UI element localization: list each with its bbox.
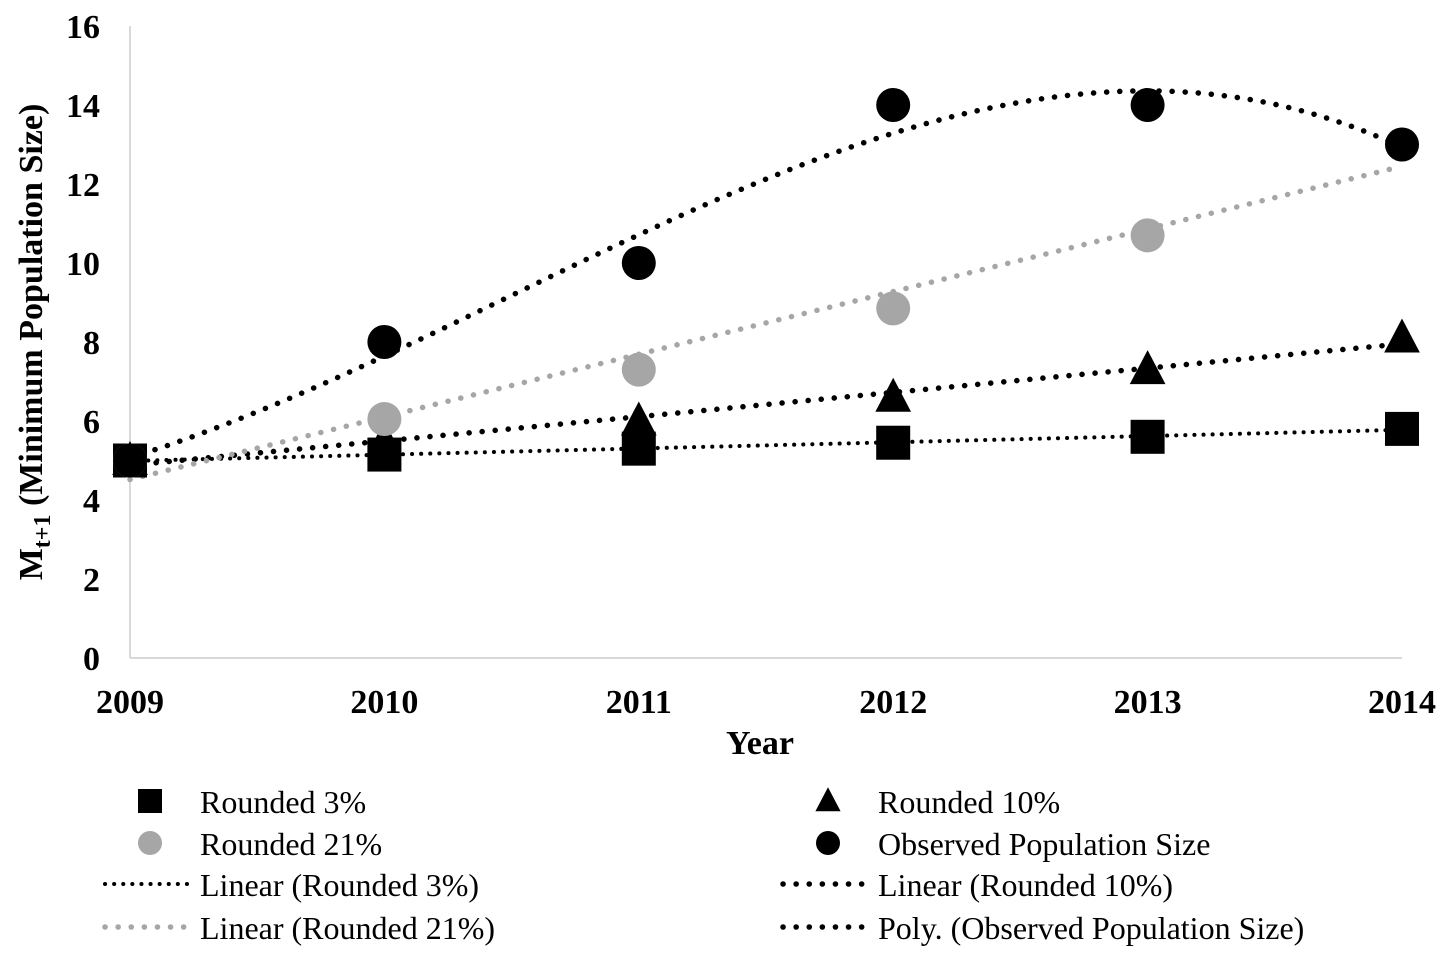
y-tick-label: 8 — [83, 325, 100, 362]
data-point — [1385, 411, 1419, 446]
trendline — [127, 88, 1405, 461]
data-point — [621, 431, 656, 466]
data-point — [366, 421, 403, 456]
axes — [129, 26, 1402, 659]
data-point — [113, 443, 147, 478]
data-point — [876, 291, 911, 326]
y-tick-label: 12 — [66, 167, 100, 204]
data-point — [1130, 419, 1165, 454]
data-point — [1129, 350, 1166, 385]
y-axis-title-rest: (Minimum Population Size) — [13, 104, 50, 515]
y-tick-label: 10 — [66, 246, 100, 283]
y-tick-labels: 0 2 4 6 8 10 12 14 16 — [66, 9, 100, 678]
y-axis-title: Mt+1 (Minimum Population Size) — [13, 104, 56, 581]
y-tick-label: 14 — [66, 88, 100, 125]
y-tick-label: 16 — [66, 9, 100, 46]
legend-label: Linear (Rounded 21%) — [200, 910, 495, 946]
data-markers — [112, 88, 1420, 478]
data-point — [1385, 127, 1419, 162]
x-tick-label: 2014 — [1368, 684, 1436, 721]
legend-label: Linear (Rounded 3%) — [200, 867, 479, 903]
y-tick-label: 4 — [83, 483, 100, 520]
data-point — [876, 88, 911, 122]
x-tick-label: 2011 — [606, 684, 672, 721]
data-point — [1130, 218, 1165, 253]
legend-label: Observed Population Size — [878, 826, 1210, 862]
x-axis-title: Year — [726, 725, 794, 762]
trendline — [128, 427, 1404, 463]
data-point — [875, 377, 912, 412]
data-point — [1384, 318, 1420, 353]
data-point — [1130, 88, 1165, 122]
x-tick-label: 2010 — [350, 684, 418, 721]
x-tick-label: 2013 — [1114, 684, 1182, 721]
x-tick-labels: 2009 2010 2011 2012 2013 2014 — [96, 684, 1436, 721]
data-point — [621, 246, 656, 280]
legend-label: Poly. (Observed Population Size) — [878, 910, 1304, 946]
legend-label: Rounded 3% — [200, 784, 366, 820]
legend-label: Rounded 21% — [200, 826, 382, 862]
x-tick-label: 2012 — [859, 684, 927, 721]
trendline — [127, 163, 1405, 483]
legend-symbol — [816, 831, 840, 855]
data-point — [621, 352, 656, 387]
y-tick-label: 2 — [83, 562, 100, 599]
data-point — [367, 402, 402, 437]
legend-symbol — [138, 831, 162, 855]
y-tick-label: 6 — [83, 404, 100, 441]
legend-label: Linear (Rounded 10%) — [878, 867, 1173, 903]
legend-symbol — [138, 789, 162, 813]
data-point — [367, 325, 402, 359]
legend-label: Rounded 10% — [878, 784, 1060, 820]
x-tick-label: 2009 — [96, 684, 164, 721]
legend: Rounded 3% Rounded 10% Rounded 21% Observed… — [102, 784, 1304, 946]
trendlines — [127, 88, 1405, 483]
legend-symbol — [815, 787, 841, 812]
data-point — [620, 401, 657, 436]
y-tick-label: 0 — [83, 641, 100, 678]
data-point — [876, 425, 911, 460]
y-axis-title-base: M — [13, 548, 50, 580]
y-axis-title-subscript: t+1 — [30, 515, 56, 549]
